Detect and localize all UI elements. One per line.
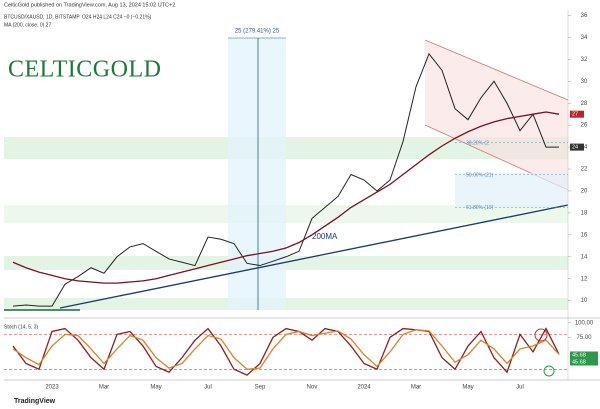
series-line [12,327,560,376]
measure-label: 25 (279.41%) 25 [235,29,280,35]
fib-label: 50.00% (21) [466,172,494,178]
x-tick-label: Sep [255,385,266,391]
series-label: 200MA [312,232,338,241]
x-tick-label: Mar [99,385,109,391]
y-tick-label: 22 [581,167,588,173]
y-tick-label: 75.00 [576,335,592,341]
y-tick-label: 20 [581,189,588,195]
series-line [12,329,560,370]
x-tick-label: Jul [204,385,212,391]
footer: TradingView [14,398,56,405]
x-tick-label: 2023 [45,385,59,391]
y-tick-label: 24 [581,145,588,151]
y-tick-label: 26 [581,123,588,129]
x-tick-label: May [462,385,473,391]
fib-label: 61.80% (19) [466,205,494,211]
stoch-title: Stoch (14, 5, 3) [4,324,39,330]
x-tick-label: Nov [307,385,318,391]
fib-zone [455,173,568,207]
y-tick-label: 18 [581,210,588,216]
y-tick-label: 28 [581,101,588,107]
y-tick-label: 100.00 [575,320,594,326]
series-line [12,52,559,307]
header: CelticGold published on TradingView.com,… [4,2,175,8]
legend-info: O24 H24 L24 C24 −0 (−0.21%) [82,14,152,20]
value-label-bg [570,143,584,151]
fib-label: 38.20% (2 [466,141,489,147]
y-tick-label: 36 [581,13,588,19]
value-label-bg [570,351,598,359]
measure-box [228,38,286,310]
x-tick-label: Mar [411,385,421,391]
highlight [534,328,548,342]
y-tick-label: 16 [581,232,588,238]
highlight [543,365,555,377]
y-tick-label: 32 [581,57,588,63]
y-tick-label: 12 [581,276,588,282]
value-label-bg [570,110,584,118]
channel-line [424,39,569,101]
logo-box [4,56,122,84]
channel [425,40,568,190]
y-tick-label: 34 [581,35,588,41]
logo: CELTICGOLD [8,57,161,83]
value-label: 24 [572,145,578,151]
value-label: 45.68 [572,359,586,365]
value-label-bg [570,358,598,366]
trendline [59,204,569,309]
value-label: 45.68 [572,352,586,358]
x-tick-label: Jul [516,385,524,391]
y-tick-label: 30 [581,79,588,85]
x-tick-label: May [150,385,161,391]
value-label: 27 [572,112,578,118]
legend-ma: MA (200, close, 0) 27 [4,22,51,28]
y-tick-label: 14 [581,254,588,260]
series-line [12,111,560,284]
x-tick-label: 2024 [357,385,371,391]
legend-price: BTCUSD/XAUSD, 1D, BITSTAMP [4,14,80,20]
y-tick-label: 10 [581,298,588,304]
